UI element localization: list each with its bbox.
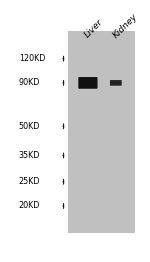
Text: 25KD: 25KD [19, 177, 40, 186]
Bar [68, 31, 135, 233]
Text: 90KD: 90KD [19, 78, 40, 88]
Text: 50KD: 50KD [19, 122, 40, 131]
Text: 35KD: 35KD [19, 151, 40, 160]
Text: 120KD: 120KD [19, 54, 45, 63]
Text: Liver: Liver [83, 18, 105, 40]
FancyBboxPatch shape [110, 80, 122, 86]
Text: 20KD: 20KD [19, 201, 40, 210]
Text: Kidney: Kidney [112, 12, 140, 40]
FancyBboxPatch shape [78, 77, 98, 89]
